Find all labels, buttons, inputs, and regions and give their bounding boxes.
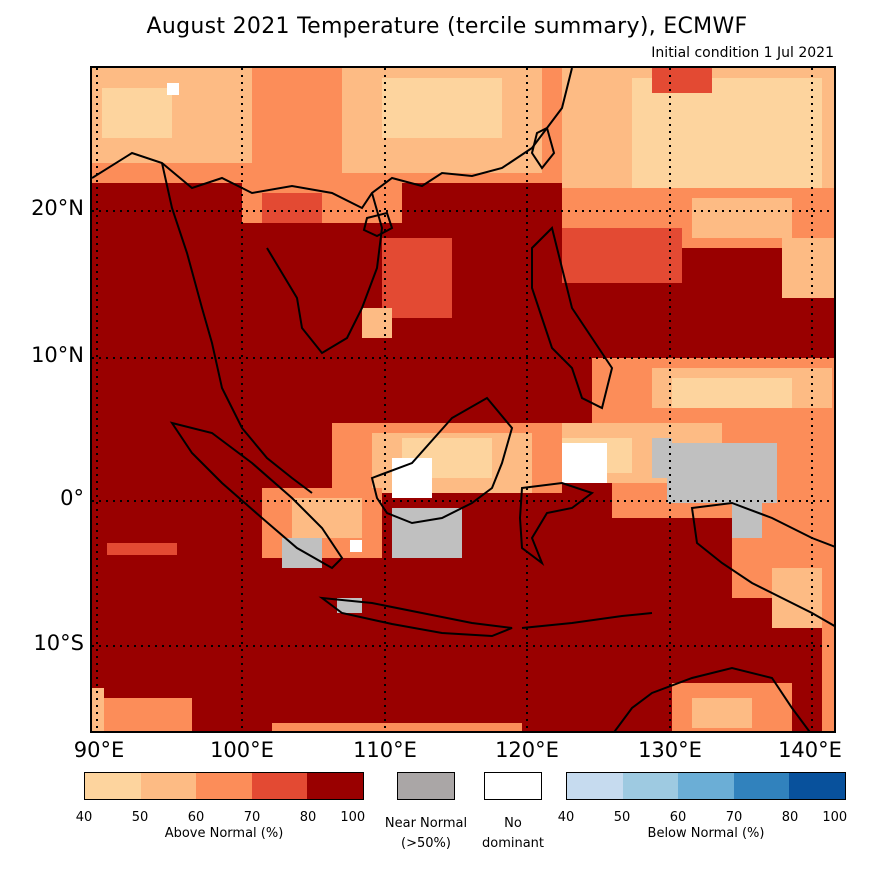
below-40-50-swatch: [567, 773, 623, 799]
lat-label-10n: 10°N: [31, 343, 84, 367]
tick: 50: [613, 810, 631, 825]
above-40-70-region-south: [92, 543, 834, 731]
above-40-70-region-north: [92, 68, 834, 338]
tick: 80: [299, 810, 317, 825]
tick: 70: [243, 810, 261, 825]
near-normal-caption-line1: Near Normal: [384, 816, 468, 831]
lat-lon-grid: [92, 68, 834, 731]
lon-label-90e: 90°E: [73, 738, 125, 762]
below-normal-legend: 40 50 60 70 80 100 Below Normal (%): [558, 772, 848, 841]
lon-label-110e: 110°E: [353, 738, 417, 762]
tick: 100: [822, 810, 848, 825]
lat-label-10s: 10°S: [33, 631, 84, 655]
lat-label-0: 0°: [60, 486, 84, 510]
above-60-70-swatch: [196, 773, 252, 799]
above-normal-legend: 40 50 60 70 80 100 Above Normal (%): [76, 772, 366, 841]
tick: 60: [187, 810, 205, 825]
tick: 70: [725, 810, 743, 825]
lon-label-100e: 100°E: [210, 738, 274, 762]
below-60-70-swatch: [678, 773, 734, 799]
near-normal-caption-line2: (>50%): [401, 836, 451, 851]
no-dominant-swatch: [484, 772, 542, 800]
above-80-100-swatch: [307, 773, 363, 799]
below-normal-caption: Below Normal (%): [647, 826, 765, 841]
below-50-60-swatch: [622, 773, 679, 799]
lon-label-120e: 120°E: [495, 738, 559, 762]
below-70-80-swatch: [733, 773, 790, 799]
above-70-80-swatch: [251, 773, 308, 799]
initial-condition-subtitle: Initial condition 1 Jul 2021: [651, 45, 834, 61]
no-dominant-caption: No dominant: [468, 814, 558, 854]
below-80-100-swatch: [789, 773, 845, 799]
tick: 50: [131, 810, 149, 825]
no-dominant-region: [167, 83, 607, 552]
no-dominant-caption-line2: dominant: [481, 836, 545, 851]
map-canvas: [92, 68, 834, 731]
above-normal-caption: Above Normal (%): [164, 826, 284, 841]
lon-label-140e: 140°E: [778, 738, 842, 762]
above-40-50-swatch: [85, 773, 141, 799]
below-normal-colorbar: [566, 772, 846, 800]
lat-label-20n: 20°N: [31, 196, 84, 220]
map-title: August 2021 Temperature (tercile summary…: [146, 14, 748, 39]
below-normal-ticks: 40 50 60 70 80 100: [558, 810, 848, 826]
no-dominant-caption-line1: No: [504, 816, 522, 831]
above-normal-colorbar: [84, 772, 364, 800]
tick: 60: [669, 810, 687, 825]
near-normal-caption: Near Normal (>50%): [376, 814, 476, 854]
tick: 100: [340, 810, 366, 825]
tick: 80: [781, 810, 799, 825]
lon-label-130e: 130°E: [638, 738, 702, 762]
forecast-map: [90, 66, 836, 733]
tick: 40: [557, 810, 575, 825]
above-normal-ticks: 40 50 60 70 80 100: [76, 810, 366, 826]
tick: 40: [75, 810, 93, 825]
above-50-60-swatch: [140, 773, 197, 799]
near-normal-swatch: [397, 772, 455, 800]
coastlines: [92, 68, 834, 731]
